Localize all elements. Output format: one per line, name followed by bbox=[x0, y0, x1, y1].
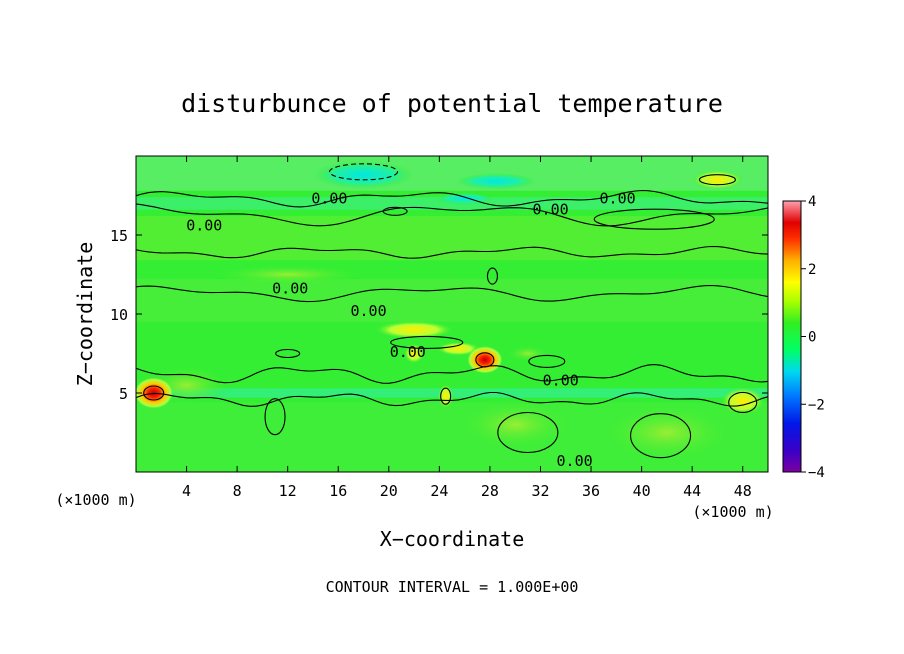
y-axis-ticks: 5 10 15 bbox=[110, 227, 768, 403]
contour-label: 0.00 bbox=[600, 190, 636, 208]
x-tick-label: 20 bbox=[380, 482, 398, 500]
field-band bbox=[136, 279, 768, 322]
field-feature bbox=[455, 398, 576, 451]
contour-label: 0.00 bbox=[390, 343, 426, 361]
y-axis-title: Z−coordinate bbox=[73, 242, 97, 387]
contour-line bbox=[136, 245, 768, 259]
x-tick-label: 48 bbox=[734, 482, 752, 500]
field-feature bbox=[466, 345, 503, 374]
contour-interval-note: CONTOUR INTERVAL = 1.000E+00 bbox=[326, 578, 579, 596]
colorbar-tick-label: 2 bbox=[808, 262, 816, 278]
colorbar-tick-label: 0 bbox=[808, 330, 816, 346]
contour-line bbox=[136, 189, 768, 208]
x-unit-label: (×1000 m) bbox=[692, 503, 773, 521]
x-axis-ticks: 4 8 12 16 20 24 28 32 36 40 44 48 bbox=[182, 156, 752, 500]
contour-loop bbox=[382, 206, 408, 216]
field-feature bbox=[313, 160, 414, 189]
field-feature bbox=[456, 173, 537, 190]
x-tick-label: 36 bbox=[582, 482, 600, 500]
x-tick-label: 44 bbox=[683, 482, 701, 500]
y-tick-label: 5 bbox=[119, 385, 128, 403]
contour-loop bbox=[528, 354, 566, 368]
x-tick-label: 28 bbox=[481, 482, 499, 500]
contour-line bbox=[136, 391, 768, 407]
contour-label: 0.00 bbox=[186, 217, 222, 235]
colorbar-tick-label: 4 bbox=[808, 194, 816, 210]
field-feature bbox=[720, 386, 765, 415]
contour-label: 0.00 bbox=[272, 280, 308, 298]
field-feature bbox=[374, 320, 455, 339]
contour-loop bbox=[264, 398, 286, 436]
colorbar-tick-label: −2 bbox=[808, 397, 825, 413]
contour-loop bbox=[698, 174, 736, 186]
field-feature bbox=[437, 384, 454, 409]
contour-loop bbox=[440, 387, 452, 405]
contour-loop bbox=[486, 267, 498, 285]
colorbar bbox=[782, 200, 802, 473]
y-tick-label: 15 bbox=[110, 227, 128, 245]
y-unit-label: (×1000 m) bbox=[55, 491, 136, 509]
contour-label: 0.00 bbox=[543, 371, 579, 389]
field-feature bbox=[436, 341, 481, 356]
x-tick-label: 16 bbox=[329, 482, 347, 500]
x-tick-label: 12 bbox=[279, 482, 297, 500]
x-tick-label: 40 bbox=[633, 482, 651, 500]
contour-loop bbox=[143, 385, 165, 401]
contour-label: 0.00 bbox=[557, 452, 593, 470]
x-tick-label: 32 bbox=[531, 482, 549, 500]
x-tick-label: 4 bbox=[182, 482, 191, 500]
field-feature bbox=[596, 402, 737, 463]
contour-label: 0.00 bbox=[311, 190, 347, 208]
contour-line bbox=[136, 203, 768, 227]
y-tick-label: 10 bbox=[110, 306, 128, 324]
contour-loop bbox=[475, 352, 495, 368]
contour-label: 0.00 bbox=[351, 302, 387, 320]
contour-loop bbox=[497, 411, 559, 454]
contour-loop bbox=[390, 335, 464, 349]
field-feature bbox=[207, 264, 368, 285]
x-axis-title: X−coordinate bbox=[380, 527, 525, 551]
x-tick-label: 24 bbox=[430, 482, 448, 500]
contour-loop bbox=[328, 163, 399, 181]
contour-loop bbox=[630, 413, 692, 459]
field-feature bbox=[434, 192, 495, 205]
plot-area: 0.00 0.00 0.00 0.00 0.00 0.00 0.00 0.00 0.00 bbox=[136, 156, 768, 472]
colorbar-ticks: 4 2 0 −2 −4 bbox=[801, 194, 825, 481]
field-feature bbox=[691, 169, 744, 190]
contour-loop bbox=[275, 348, 301, 359]
chart-title: disturbunce of potential temperature bbox=[181, 89, 723, 118]
contour-line bbox=[136, 284, 768, 303]
colorbar-tick-label: −4 bbox=[808, 465, 825, 481]
field-band bbox=[136, 216, 768, 261]
contour-label: 0.00 bbox=[533, 201, 569, 219]
field-feature bbox=[505, 345, 550, 362]
contour-line bbox=[136, 364, 768, 384]
x-tick-label: 8 bbox=[233, 482, 242, 500]
contour-loop bbox=[728, 391, 758, 414]
contour-loop bbox=[593, 208, 715, 230]
field-band bbox=[136, 156, 768, 191]
